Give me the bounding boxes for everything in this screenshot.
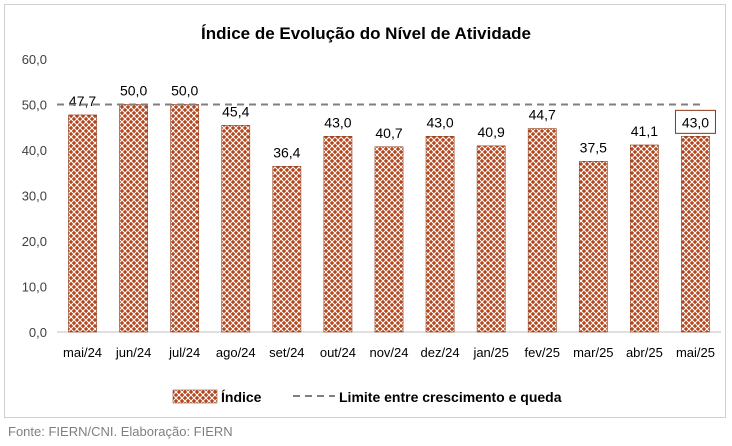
- x-tick-label: dez/24: [421, 345, 460, 360]
- x-tick-label: nov/24: [369, 345, 408, 360]
- data-label-highlight-box: [674, 109, 716, 134]
- bar-chart: Índice de Evolução do Nível de Atividade…: [22, 24, 721, 405]
- data-labels-layer: 47,7 50,0 50,0 45,4 36,4 43,0 40,7 43,0 40,9 44,7…: [57, 83, 716, 160]
- chart-title: Índice de Evolução do Nível de Atividade: [201, 24, 531, 43]
- x-tick-label: mai/25: [676, 345, 715, 360]
- bar-nov-24: [374, 146, 404, 333]
- data-label: 40,7: [375, 125, 402, 141]
- bar-abr-25: [630, 144, 659, 333]
- y-tick-label: 50,0: [22, 98, 47, 113]
- x-tick-label: jul/24: [168, 345, 200, 360]
- x-tick-label: mar/25: [573, 345, 613, 360]
- bar-ago-24: [221, 125, 251, 333]
- x-tick-label: mai/24: [63, 345, 102, 360]
- data-label: 44,7: [529, 107, 556, 123]
- data-label: 37,5: [580, 139, 607, 155]
- legend-swatch-indice: [172, 389, 218, 404]
- y-tick-label: 30,0: [22, 189, 47, 204]
- x-tick-label: abr/25: [626, 345, 663, 360]
- bar-jun-24: [119, 104, 148, 333]
- legend-label-limit: Limite entre crescimento e queda: [339, 389, 562, 405]
- bar-jan-25: [476, 145, 506, 333]
- y-tick-label: 60,0: [22, 52, 47, 67]
- data-label: 41,1: [631, 123, 658, 139]
- x-tick-label: out/24: [320, 345, 356, 360]
- legend-label-indice: Índice: [221, 389, 262, 405]
- data-label: 50,0: [171, 83, 198, 99]
- bar-jul-24: [170, 104, 200, 333]
- data-label: 43,0: [324, 114, 351, 130]
- data-label: 40,9: [478, 124, 505, 140]
- data-label: 50,0: [120, 83, 147, 99]
- y-tick-label: 40,0: [22, 143, 47, 158]
- legend: Índice Limite entre crescimento e queda: [172, 389, 562, 405]
- bar-mar-25: [578, 161, 608, 333]
- bars-layer: [68, 104, 710, 333]
- y-tick-label: 0,0: [29, 325, 47, 340]
- x-tick-label: ago/24: [216, 345, 256, 360]
- y-tick-label: 20,0: [22, 234, 47, 249]
- data-label: 45,4: [222, 103, 249, 119]
- axis-layer: 0,0 10,0 20,0 30,0 40,0 50,0 60,0 mai/24 jun/24 j…: [22, 52, 721, 360]
- data-label: 47,7: [69, 93, 96, 109]
- source-note: Fonte: FIERN/CNI. Elaboração: FIERN: [8, 424, 233, 439]
- bar-dez-24: [425, 136, 455, 333]
- bar-mai-24: [68, 114, 97, 333]
- x-tick-label: set/24: [269, 345, 304, 360]
- bar-set-24: [272, 166, 302, 333]
- bar-fev-25: [527, 128, 557, 333]
- data-label: 43,0: [682, 114, 709, 130]
- bar-mai-25: [681, 136, 710, 333]
- bar-out-24: [323, 136, 353, 333]
- data-label: 43,0: [426, 114, 453, 130]
- chart-frame: Índice de Evolução do Nível de Atividade…: [4, 4, 726, 418]
- data-label: 36,4: [273, 144, 300, 160]
- x-tick-label: jan/25: [472, 345, 508, 360]
- y-tick-label: 10,0: [22, 280, 47, 295]
- x-tick-label: fev/25: [525, 345, 560, 360]
- x-tick-label: jun/24: [115, 345, 151, 360]
